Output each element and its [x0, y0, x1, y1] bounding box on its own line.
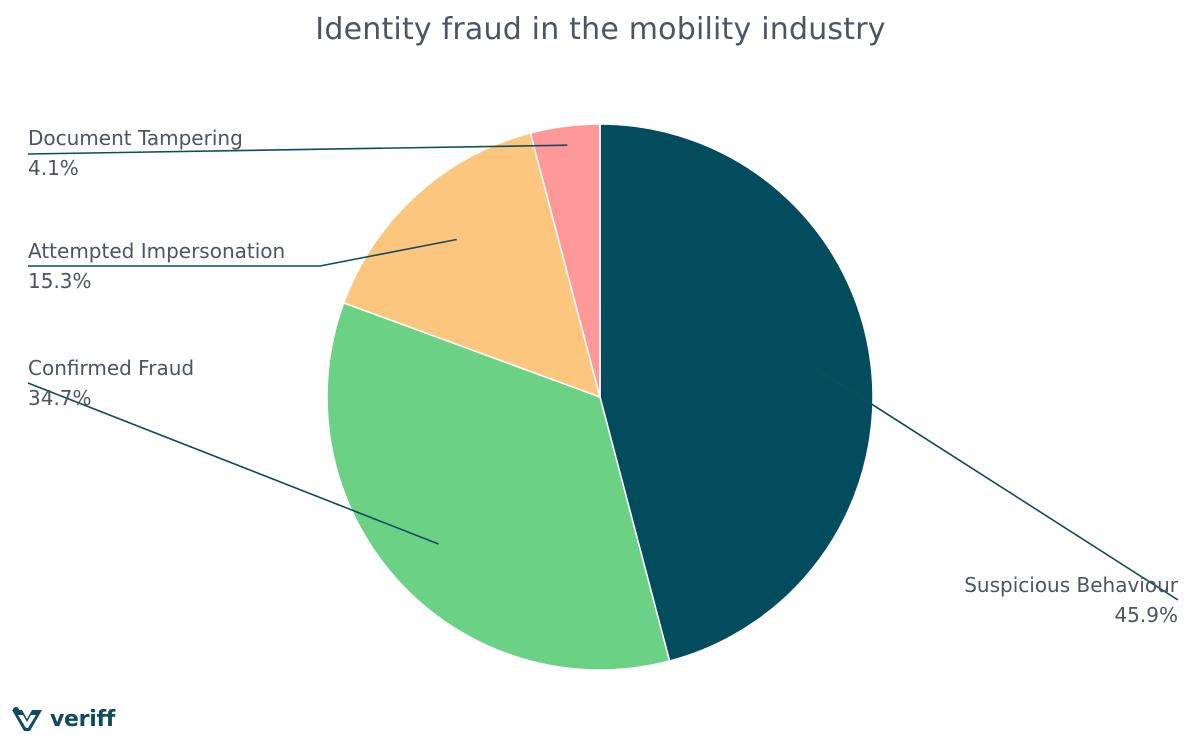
slice-label-document-tampering: Document Tampering: [28, 126, 243, 150]
slice-label-attempted-impersonation: Attempted Impersonation: [28, 239, 285, 263]
veriff-logo-icon: [12, 707, 42, 731]
pie-slice-suspicious-behaviour: [599, 123, 874, 662]
pie-slice-confirmed-fraud: [326, 301, 671, 671]
slice-value-confirmed-fraud: 34.7%: [28, 386, 92, 410]
leader-line-attempted-impersonation: [28, 238, 457, 267]
leader-line-document-tampering: [27, 144, 568, 155]
veriff-wordmark: veriff: [50, 706, 115, 732]
slice-value-suspicious-behaviour: 45.9%: [1114, 603, 1178, 627]
leader-lines: [27, 144, 1179, 601]
pie-slice-attempted-impersonation: [342, 132, 602, 399]
slice-value-attempted-impersonation: 15.3%: [28, 269, 92, 293]
leader-line-confirmed-fraud: [27, 382, 439, 545]
veriff-logo: veriff: [10, 702, 115, 736]
leader-line-suspicious-behaviour: [816, 368, 1179, 601]
slice-value-document-tampering: 4.1%: [28, 156, 79, 180]
slice-label-confirmed-fraud: Confirmed Fraud: [28, 356, 194, 380]
chart-title: Identity fraud in the mobility industry: [315, 12, 886, 47]
pie-slices: [326, 123, 874, 671]
slice-label-suspicious-behaviour: Suspicious Behaviour: [964, 573, 1179, 597]
pie-slice-document-tampering: [529, 123, 601, 398]
